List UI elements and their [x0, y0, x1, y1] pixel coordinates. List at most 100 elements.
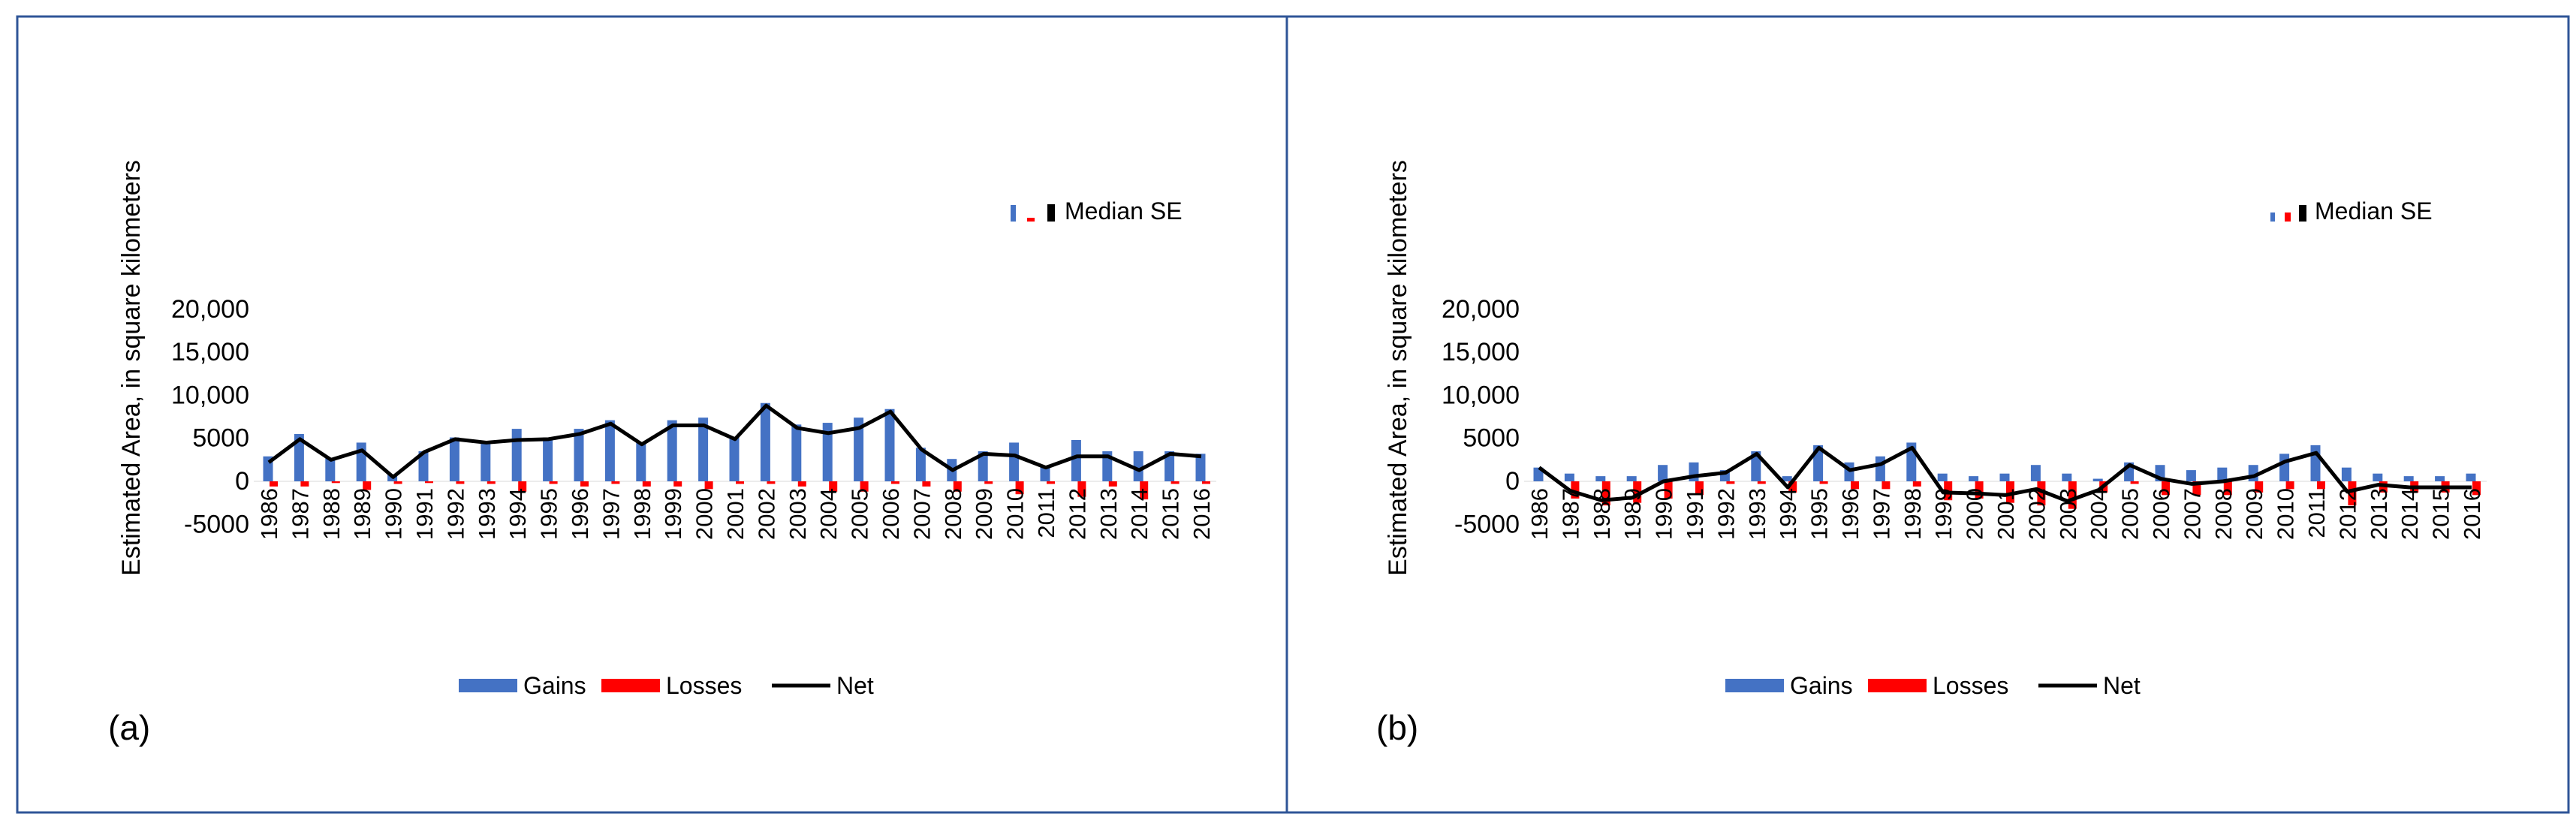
- x-tick-label-1998: 1998: [1900, 488, 1926, 540]
- losses-bar-1989: [363, 481, 372, 490]
- gains-bar-2010: [2279, 454, 2290, 481]
- y-tick-label: 0: [235, 467, 249, 496]
- x-tick-label-2008: 2008: [2210, 488, 2237, 540]
- gains-bar-2015: [1164, 451, 1175, 481]
- gains-bar-2014: [2403, 476, 2414, 481]
- losses-bar-2005: [2130, 481, 2139, 484]
- y-axis-ticks: 20,000 15,000 10,000 5000 0 -5000: [1442, 295, 2487, 538]
- x-tick-label-2013: 2013: [1095, 488, 1122, 540]
- gains-bar-1994: [1782, 476, 1792, 481]
- x-tick-label-1991: 1991: [1682, 488, 1708, 540]
- median-se-gains-swatch: [1011, 205, 1016, 222]
- legend-losses-swatch: [1868, 679, 1927, 692]
- y-tick-label: -5000: [184, 510, 249, 538]
- gains-bar-1997: [1875, 456, 1885, 481]
- x-tick-label-2009: 2009: [971, 488, 997, 540]
- losses-bar-1993: [487, 481, 496, 484]
- losses-bar-2005: [860, 481, 869, 492]
- gains-bar-2001: [729, 437, 740, 481]
- losses-bar-2000: [1975, 481, 1984, 499]
- losses-bar-1987: [1571, 481, 1580, 499]
- losses-bar-2003: [797, 481, 806, 487]
- losses-bar-1994: [1788, 481, 1797, 493]
- losses-bar-1994: [518, 481, 527, 492]
- gains-bar-1999: [667, 420, 677, 481]
- losses-bar-2008: [2223, 481, 2232, 496]
- y-tick-label: 20,000: [1442, 295, 1520, 324]
- x-tick-label-1987: 1987: [287, 488, 313, 540]
- x-tick-label-2011: 2011: [2303, 488, 2330, 538]
- x-tick-label-2012: 2012: [2334, 488, 2361, 540]
- x-tick-label-1993: 1993: [474, 488, 500, 540]
- x-tick-label-2015: 2015: [1158, 488, 1184, 540]
- y-tick-label: 10,000: [1442, 381, 1520, 409]
- gains-bar-2000: [1969, 476, 1979, 481]
- x-tick-label-1999: 1999: [1930, 488, 1957, 540]
- gains-bar-2003: [791, 424, 802, 481]
- gains-bar-1995: [543, 437, 553, 481]
- x-tick-label-2012: 2012: [1064, 488, 1090, 540]
- losses-bar-1989: [1633, 481, 1642, 503]
- losses-bar-2011: [1047, 481, 1055, 484]
- x-tick-label-1997: 1997: [598, 488, 624, 540]
- gains-bar-2012: [1071, 439, 1081, 481]
- y-axis-ticks: 20,000 15,000 10,000 5000 0 -5000: [171, 295, 1216, 538]
- losses-bar-2002: [2037, 481, 2046, 506]
- x-tick-label-2010: 2010: [1002, 488, 1029, 540]
- x-tick-label-1994: 1994: [1775, 488, 1801, 540]
- x-tick-label-2015: 2015: [2428, 488, 2454, 540]
- gains-bar-2009: [978, 451, 988, 481]
- legend-losses-swatch: [601, 679, 660, 692]
- losses-bar-2003: [2068, 481, 2077, 509]
- x-tick-label-2010: 2010: [2273, 488, 2299, 540]
- losses-bar-2008: [953, 481, 962, 492]
- losses-bar-1996: [580, 481, 589, 487]
- net-line: [1538, 445, 2472, 503]
- losses-bar-1998: [642, 481, 651, 487]
- x-tick-label-2004: 2004: [815, 488, 842, 540]
- median-se-net-swatch: [1047, 204, 1055, 222]
- gains-bar-1987: [294, 433, 304, 481]
- x-tick-label-1988: 1988: [1589, 488, 1615, 540]
- losses-bar-1996: [1851, 481, 1859, 490]
- x-tick-label-1987: 1987: [1557, 488, 1583, 540]
- median-se-legend: Median SE: [1011, 197, 1183, 225]
- losses-bar-2012: [2348, 481, 2357, 506]
- losses-bar-2001: [736, 481, 744, 484]
- losses-bar-2011: [2317, 481, 2325, 490]
- gains-bar-2008: [2217, 467, 2228, 481]
- losses-bar-1988: [331, 481, 340, 484]
- x-tick-label-2003: 2003: [2055, 488, 2081, 540]
- x-tick-label-2008: 2008: [940, 488, 966, 540]
- losses-bar-2010: [1015, 481, 1024, 495]
- x-tick-label-2009: 2009: [2241, 488, 2267, 540]
- bars-group: [263, 402, 1210, 500]
- gains-bar-2007: [915, 448, 926, 481]
- x-tick-label-1997: 1997: [1868, 488, 1894, 540]
- gains-bar-1990: [1658, 465, 1668, 481]
- legend-losses-label: Losses: [666, 672, 742, 699]
- losses-bar-1997: [1882, 481, 1891, 490]
- gains-bar-2010: [1009, 442, 1020, 481]
- gains-bar-1997: [604, 420, 615, 481]
- median-se-losses-swatch: [1027, 218, 1035, 222]
- x-tick-label-1995: 1995: [536, 488, 562, 540]
- x-tick-labels: 1986 1987 1988 1989 1990 1991 1992 1993 1994 1995…: [256, 488, 1215, 540]
- y-tick-label: 15,000: [1442, 338, 1520, 366]
- x-tick-label-1986: 1986: [1526, 488, 1553, 540]
- gains-bar-2016: [1195, 454, 1206, 481]
- losses-bar-2012: [1077, 481, 1086, 497]
- x-tick-label-1988: 1988: [318, 488, 345, 540]
- y-tick-label: 20,000: [171, 295, 249, 324]
- x-tick-label-2013: 2013: [2366, 488, 2392, 540]
- legend-net-label: Net: [2103, 672, 2141, 699]
- losses-bar-1991: [1695, 481, 1704, 496]
- losses-bar-1992: [1726, 481, 1735, 484]
- legend-gains-label: Gains: [523, 672, 586, 699]
- losses-bar-2007: [922, 481, 931, 487]
- x-tick-label-2000: 2000: [1962, 488, 1988, 540]
- legend: Gains Losses Net: [459, 672, 874, 699]
- median-se-gains-swatch: [2270, 213, 2275, 222]
- x-tick-label-2001: 2001: [1993, 488, 2019, 540]
